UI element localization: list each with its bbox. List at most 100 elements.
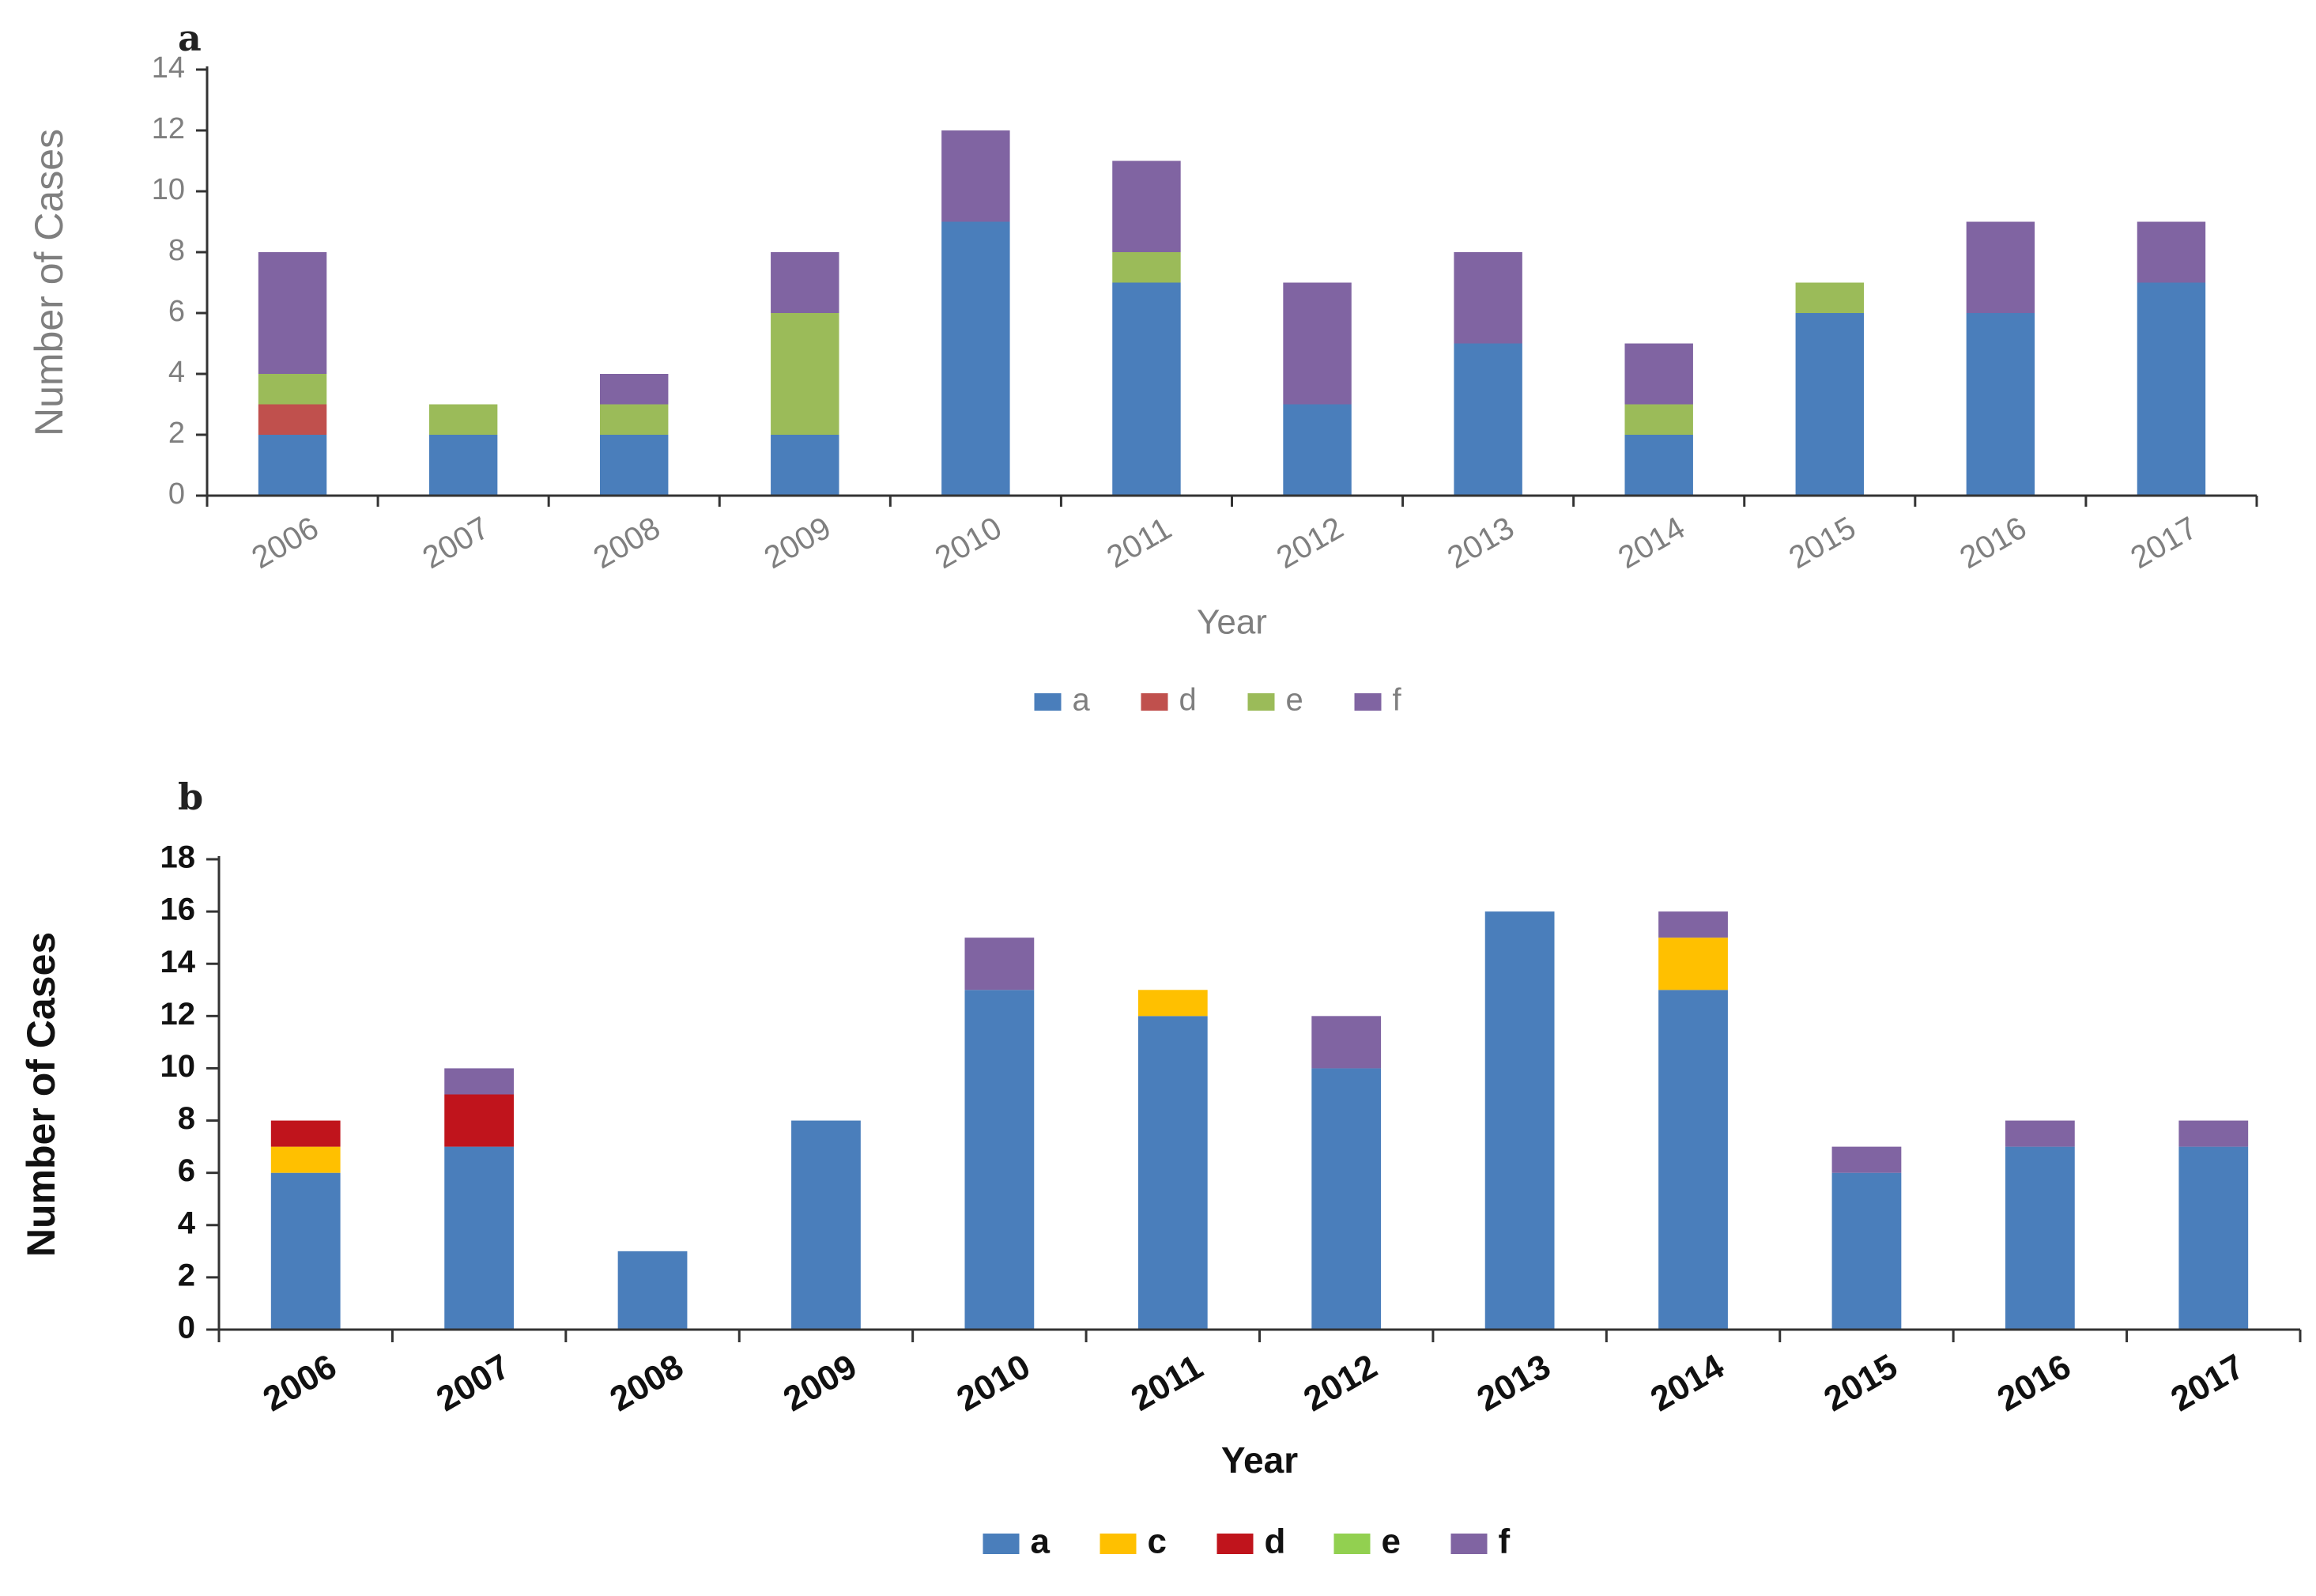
bar-a-a-2008 <box>599 435 669 496</box>
bar-a-d-2006 <box>258 404 327 435</box>
bar-a-f-2013 <box>1454 252 1522 344</box>
legend-swatch-a-f <box>1354 693 1382 711</box>
y-tick-label-b-12: 12 <box>160 997 196 1032</box>
bar-b-f-2007 <box>444 1068 515 1095</box>
x-tick-label-b-2016: 2016 <box>1991 1347 2077 1419</box>
bar-b-d-2007 <box>444 1094 515 1147</box>
bar-b-a-2017 <box>2178 1146 2249 1330</box>
x-tick-label-a-2017: 2017 <box>2125 511 2203 576</box>
bar-b-a-2015 <box>1831 1172 1902 1330</box>
axes-a <box>196 66 2258 507</box>
legend-label-b-d: d <box>1265 1522 1286 1561</box>
bar-b-a-2009 <box>791 1120 861 1330</box>
bar-b-f-2015 <box>1831 1146 1902 1173</box>
chart-b-svg: b 0 2 4 6 8 10 12 14 16 18 2006 2007 2008 2009 2010 2011… <box>19 779 2302 1561</box>
bar-a-a-2012 <box>1283 404 1352 496</box>
bar-b-f-2010 <box>964 938 1035 990</box>
x-axis-title-a: Year <box>1197 603 1267 642</box>
legend-label-b-e: e <box>1382 1522 1401 1561</box>
bar-a-a-2011 <box>1112 282 1181 496</box>
legend-swatch-a-d <box>1141 693 1168 711</box>
x-tick-label-b-2010: 2010 <box>950 1347 1036 1419</box>
x-tick-label-b-2009: 2009 <box>777 1347 863 1419</box>
legend-label-a-a: a <box>1073 683 1091 718</box>
panel-label-a: a <box>178 17 202 59</box>
x-tick-label-b-2011: 2011 <box>1125 1347 1209 1418</box>
y-axis-title-a: Number of Cases <box>27 129 71 436</box>
bar-b-a-2008 <box>617 1251 688 1330</box>
legend-label-b-a: a <box>1031 1522 1050 1561</box>
x-tick-label-a-2006: 2006 <box>246 511 324 576</box>
bar-a-f-2016 <box>1966 221 2035 313</box>
x-tick-label-a-2016: 2016 <box>1954 511 2032 576</box>
y-tick-label-b-0: 0 <box>178 1311 195 1345</box>
bars-b <box>270 911 2249 1330</box>
x-tick-label-a-2012: 2012 <box>1271 511 1349 576</box>
bar-b-a-2010 <box>964 990 1035 1330</box>
legend-label-b-f: f <box>1499 1522 1511 1561</box>
bar-a-f-2010 <box>941 130 1010 222</box>
bar-a-a-2013 <box>1454 343 1522 496</box>
legend-swatch-b-c <box>1100 1534 1137 1554</box>
panel-label-b: b <box>178 779 203 818</box>
bar-b-f-2012 <box>1311 1016 1382 1069</box>
bar-b-a-2013 <box>1484 911 1555 1330</box>
bar-a-f-2011 <box>1112 160 1181 252</box>
legend-label-a-e: e <box>1286 683 1303 718</box>
bar-b-c-2006 <box>270 1146 341 1173</box>
bar-a-a-2015 <box>1795 313 1865 496</box>
bar-a-f-2006 <box>258 252 327 374</box>
y-tick-label-a-2: 2 <box>168 417 185 450</box>
legend-swatch-b-d <box>1216 1534 1254 1554</box>
y-tick-label-b-2: 2 <box>178 1258 195 1292</box>
y-tick-label-b-16: 16 <box>160 892 196 927</box>
x-tick-label-a-2014: 2014 <box>1613 511 1691 576</box>
legend-swatch-a-a <box>1034 693 1062 711</box>
y-tick-label-b-4: 4 <box>178 1205 196 1240</box>
bar-b-a-2006 <box>270 1172 341 1330</box>
bar-a-f-2009 <box>771 252 839 313</box>
bar-a-a-2006 <box>258 435 327 496</box>
bar-a-e-2008 <box>599 404 669 435</box>
x-tick-label-b-2008: 2008 <box>603 1347 689 1419</box>
y-tick-label-b-8: 8 <box>178 1101 195 1136</box>
bar-b-a-2007 <box>444 1146 515 1330</box>
x-axis-title-b: Year <box>1221 1439 1298 1481</box>
y-tick-label-b-6: 6 <box>178 1153 195 1188</box>
y-tick-label-a-8: 8 <box>168 234 185 267</box>
x-tick-label-b-2012: 2012 <box>1297 1347 1383 1419</box>
legend-swatch-a-e <box>1247 693 1275 711</box>
bar-b-d-2006 <box>270 1120 341 1147</box>
bar-a-a-2010 <box>941 221 1010 496</box>
axes-b <box>206 856 2302 1342</box>
bar-a-a-2016 <box>1966 313 2035 496</box>
bar-a-e-2011 <box>1112 252 1181 283</box>
legend-label-a-d: d <box>1179 683 1197 718</box>
x-tick-label-b-2013: 2013 <box>1471 1347 1557 1419</box>
y-tick-label-a-14: 14 <box>152 51 185 85</box>
y-tick-label-b-10: 10 <box>160 1049 196 1084</box>
bar-b-a-2016 <box>2005 1146 2075 1330</box>
x-tick-label-b-2007: 2007 <box>430 1347 516 1419</box>
bar-a-f-2008 <box>599 374 669 405</box>
x-tick-label-a-2007: 2007 <box>417 511 495 576</box>
legend-swatch-b-f <box>1450 1534 1488 1554</box>
y-tick-label-a-6: 6 <box>168 295 185 328</box>
legend-swatch-b-a <box>983 1534 1020 1554</box>
x-tick-label-b-2006: 2006 <box>257 1347 343 1419</box>
bar-b-a-2012 <box>1311 1068 1382 1330</box>
x-tick-label-a-2010: 2010 <box>930 511 1008 576</box>
bar-b-a-2011 <box>1137 1016 1208 1330</box>
bar-a-a-2014 <box>1624 435 1693 496</box>
chart-a-svg: a 0 2 4 6 8 10 12 14 2006 2007 2008 2009 2010 2011 2012… <box>27 17 2258 718</box>
y-tick-label-a-10: 10 <box>152 173 185 206</box>
bar-a-e-2015 <box>1795 282 1865 313</box>
x-tick-label-a-2008: 2008 <box>587 511 666 576</box>
x-tick-label-b-2017: 2017 <box>2164 1347 2250 1419</box>
chart-panel-b: b 0 2 4 6 8 10 12 14 16 18 2006 2007 2008 2009 2010 2011… <box>0 779 2316 1596</box>
legend-label-b-c: c <box>1148 1522 1167 1561</box>
bar-b-c-2014 <box>1658 938 1728 990</box>
